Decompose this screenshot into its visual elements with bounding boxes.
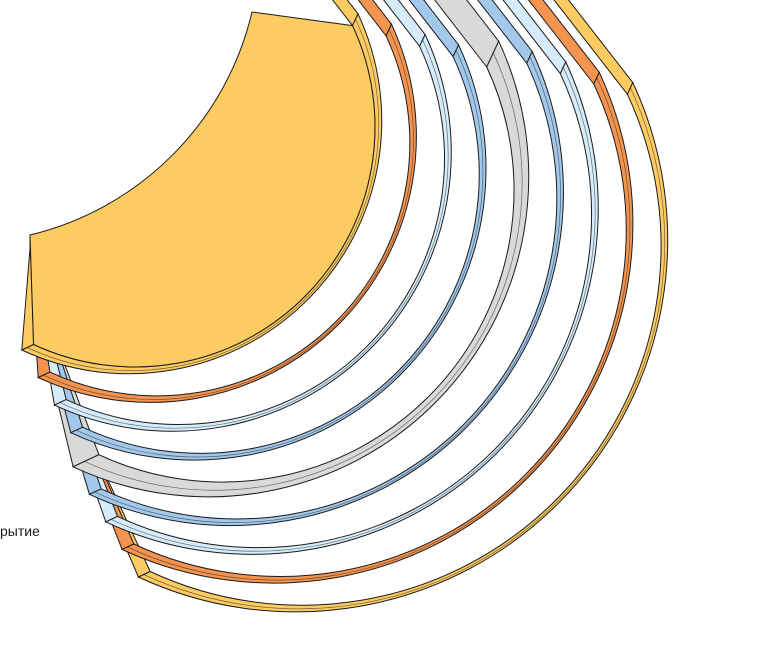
layer-arc-face-8 [137, 81, 669, 613]
layer-step-line-3 [75, 50, 484, 458]
layer-step-line-2 [59, 39, 449, 429]
layer-arc-face-3 [69, 43, 487, 461]
layer-step-line-8 [143, 87, 666, 610]
coating-label: рытие [0, 523, 40, 539]
layer-step-line-0 [26, 18, 379, 371]
layer-arc-face-5 [88, 50, 564, 527]
layer-arc-face-1 [37, 23, 417, 403]
inner-concave-surface [29, 11, 376, 368]
layer-arc-face-4 [71, 40, 530, 498]
layer-step-line-7 [127, 77, 631, 581]
layer-step-line-5 [94, 56, 561, 523]
layer-step-line-6 [110, 67, 596, 552]
layer-step-line-4 [84, 52, 523, 491]
layer-arc-face-7 [120, 71, 634, 584]
layer-arc-face-6 [104, 60, 599, 555]
layer-arc-face-2 [53, 33, 452, 432]
layer-step-line-1 [43, 29, 414, 400]
